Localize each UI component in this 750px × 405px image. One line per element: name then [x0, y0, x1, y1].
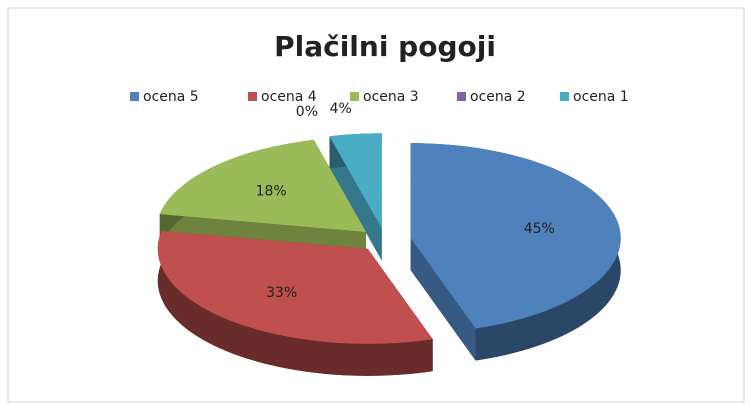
- chart-title: Plačilni pogoji: [274, 30, 496, 63]
- legend-label: ocena 1: [573, 89, 629, 105]
- slice-side: [157, 231, 433, 376]
- legend-label: ocena 2: [470, 89, 526, 105]
- legend-swatch: [130, 92, 139, 101]
- slice-wall: [329, 136, 382, 261]
- slice: [329, 133, 382, 261]
- slice: [410, 143, 621, 361]
- slice-top: [159, 139, 367, 232]
- slice-top: [157, 231, 433, 344]
- legend-label: ocena 4: [261, 89, 317, 105]
- data-label: 0%: [296, 104, 318, 120]
- legend-label: ocena 5: [143, 89, 199, 105]
- slice: [159, 139, 367, 264]
- slice-top: [329, 133, 382, 229]
- legend-swatch: [350, 92, 359, 101]
- legend-swatch: [560, 92, 569, 101]
- slice: [157, 231, 433, 376]
- legend-label: ocena 3: [363, 89, 419, 105]
- legend-swatch: [457, 92, 466, 101]
- data-label: 4%: [330, 101, 352, 117]
- legend-swatch: [248, 92, 257, 101]
- data-label: 45%: [524, 221, 555, 237]
- slice-top: [410, 143, 621, 329]
- slice-wall: [410, 238, 476, 361]
- data-label: 33%: [266, 285, 297, 301]
- data-label: 18%: [256, 184, 287, 200]
